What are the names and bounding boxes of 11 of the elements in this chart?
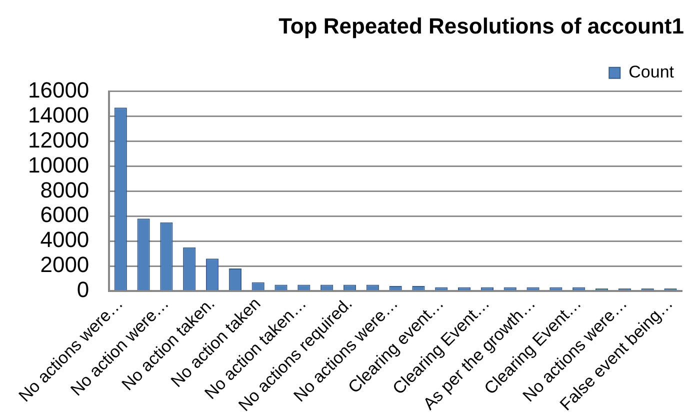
y-tick-label: 8000 — [40, 177, 90, 202]
chart-title: Top Repeated Resolutions of account1 — [278, 13, 684, 38]
y-tick-label: 16000 — [28, 77, 90, 102]
y-tick-label: 2000 — [40, 252, 90, 278]
y-tick-label: 6000 — [40, 202, 90, 228]
y-tick-label: 10000 — [28, 152, 90, 178]
y-tick-label: 0 — [76, 277, 90, 302]
y-tick-label: 14000 — [28, 102, 90, 128]
y-tick-label: 4000 — [40, 227, 90, 252]
legend-label: Count — [628, 62, 674, 82]
y-tick-label: 12000 — [28, 127, 90, 152]
